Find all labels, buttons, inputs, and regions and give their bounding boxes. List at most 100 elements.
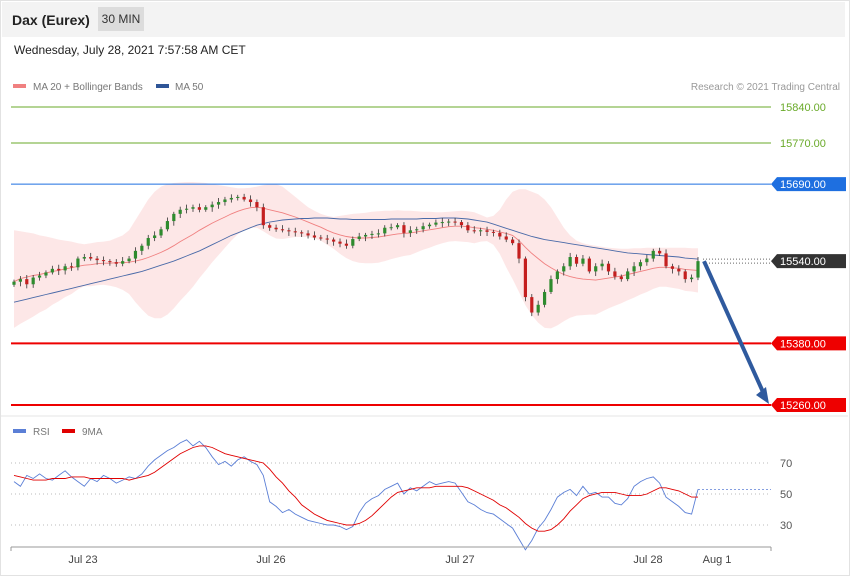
candle xyxy=(204,205,208,212)
candle-body xyxy=(12,281,16,285)
candle-body xyxy=(82,257,86,259)
candle xyxy=(395,223,400,230)
candle xyxy=(536,300,540,316)
candle-body xyxy=(172,213,176,222)
candle-body xyxy=(549,279,553,292)
candle-body xyxy=(332,239,336,242)
candle xyxy=(76,256,80,271)
x-tick-label: Jul 26 xyxy=(256,554,285,566)
candle xyxy=(594,263,598,277)
candle-body xyxy=(491,231,496,233)
level-label-0: 15840.00 xyxy=(780,102,826,114)
candle xyxy=(517,239,521,264)
candle-body xyxy=(587,258,591,272)
candle xyxy=(280,225,285,233)
timeframe-selector[interactable]: 30 MIN xyxy=(98,7,144,31)
candle xyxy=(268,223,272,231)
candle-body xyxy=(31,277,35,285)
candle xyxy=(440,217,444,228)
candle xyxy=(210,201,214,212)
candle-body xyxy=(658,250,662,254)
candle-body xyxy=(306,233,310,236)
candle-body xyxy=(184,208,189,210)
ma20-legend-swatch xyxy=(13,84,26,88)
candle xyxy=(242,193,246,202)
level-label-1: 15770.00 xyxy=(780,138,826,150)
candle-body xyxy=(696,261,700,278)
candle xyxy=(159,226,163,239)
candle-body xyxy=(140,245,144,251)
candle-body xyxy=(165,221,170,230)
candle-body xyxy=(76,258,80,268)
candle-body xyxy=(517,243,521,259)
candle xyxy=(146,234,150,250)
candle-body xyxy=(319,237,323,239)
candle xyxy=(18,276,22,287)
candle-body xyxy=(434,222,438,225)
forecast-arrow xyxy=(702,260,765,393)
candle-body xyxy=(312,235,317,238)
candle-body xyxy=(351,239,355,246)
candle xyxy=(95,256,99,265)
candle-body xyxy=(536,304,540,313)
candle-body xyxy=(664,253,668,267)
candle-body xyxy=(57,268,61,271)
candle xyxy=(133,247,138,264)
candle xyxy=(351,236,355,249)
candle-body xyxy=(261,207,265,226)
candle xyxy=(408,226,412,237)
candle xyxy=(236,194,240,201)
candle-body xyxy=(159,229,163,236)
candle-body xyxy=(440,222,444,224)
candle-body xyxy=(274,227,278,230)
candle-body xyxy=(479,230,483,232)
ma20-legend-label: MA 20 + Bollinger Bands xyxy=(33,82,143,93)
candle xyxy=(63,263,67,275)
candle-body xyxy=(146,238,150,246)
candle-body xyxy=(683,271,687,280)
candle-body xyxy=(280,229,285,231)
level-tag-support xyxy=(771,398,846,412)
ma50-legend-swatch xyxy=(156,84,169,88)
candle-body xyxy=(344,243,349,246)
bollinger-band xyxy=(14,182,698,329)
candle xyxy=(89,252,93,261)
candle xyxy=(574,254,579,267)
candle xyxy=(31,275,35,288)
candle xyxy=(664,249,668,269)
candle xyxy=(178,206,182,218)
candle-body xyxy=(293,231,297,233)
candle-body xyxy=(370,233,374,235)
candle-body xyxy=(89,257,93,259)
candle xyxy=(447,219,451,227)
candle-body xyxy=(690,277,694,280)
candle-body xyxy=(626,271,630,280)
candle-body xyxy=(581,258,585,264)
candle xyxy=(690,274,694,283)
candle xyxy=(101,256,106,266)
candle xyxy=(453,217,457,226)
candle-body xyxy=(677,268,681,272)
level-tag-current xyxy=(771,254,846,269)
candle-body xyxy=(594,266,598,272)
candle-body xyxy=(300,232,304,234)
candle xyxy=(402,222,406,238)
candle-body xyxy=(402,225,406,233)
candle-body xyxy=(357,236,361,240)
candle-body xyxy=(651,250,655,259)
candle xyxy=(542,289,547,308)
candle xyxy=(587,256,591,274)
candle xyxy=(466,222,470,233)
rsi-tick-label: 30 xyxy=(780,520,792,532)
candle-body xyxy=(153,235,157,239)
candle-body xyxy=(574,257,579,264)
candle xyxy=(229,194,233,203)
candle-body xyxy=(69,266,74,268)
candle-body xyxy=(204,207,208,210)
candle xyxy=(530,294,534,317)
candle-body xyxy=(229,197,233,200)
candle xyxy=(555,269,559,284)
candle xyxy=(427,222,432,229)
candle xyxy=(153,231,157,242)
candle-body xyxy=(485,230,489,232)
